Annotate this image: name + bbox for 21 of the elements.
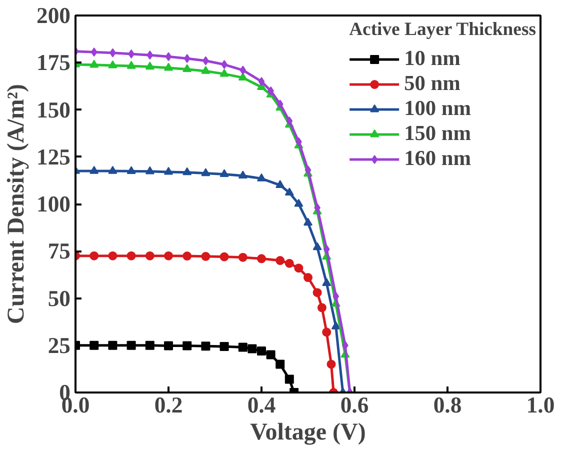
x-axis-title: Voltage (V) bbox=[250, 420, 366, 446]
legend-label: 160 nm bbox=[404, 146, 472, 171]
legend-label: 10 nm bbox=[404, 46, 460, 71]
y-tick-label: 175 bbox=[36, 50, 70, 76]
y-tick-label: 200 bbox=[36, 3, 70, 28]
y-tick-label: 50 bbox=[48, 286, 70, 311]
legend-label: 150 nm bbox=[404, 121, 472, 146]
y-tick-label: 100 bbox=[36, 192, 70, 216]
y-tick-label: 75 bbox=[48, 238, 70, 264]
y-tick-label: 25 bbox=[48, 332, 70, 358]
legend-label: 100 nm bbox=[404, 96, 472, 121]
x-tick-label: 0.8 bbox=[433, 392, 462, 418]
y-tick-label: 150 bbox=[36, 97, 70, 122]
legend-label: 50 nm bbox=[404, 71, 460, 96]
x-tick-label: 0.2 bbox=[154, 392, 183, 418]
legend-title: Active Layer Thickness bbox=[349, 19, 536, 41]
x-tick-label: 0.4 bbox=[247, 392, 276, 418]
y-axis-title: Current Density (A/m²) bbox=[4, 84, 30, 324]
x-tick-label: 0.6 bbox=[340, 392, 369, 418]
x-tick-label: 1.0 bbox=[526, 392, 555, 418]
y-tick-label: 125 bbox=[36, 144, 70, 170]
